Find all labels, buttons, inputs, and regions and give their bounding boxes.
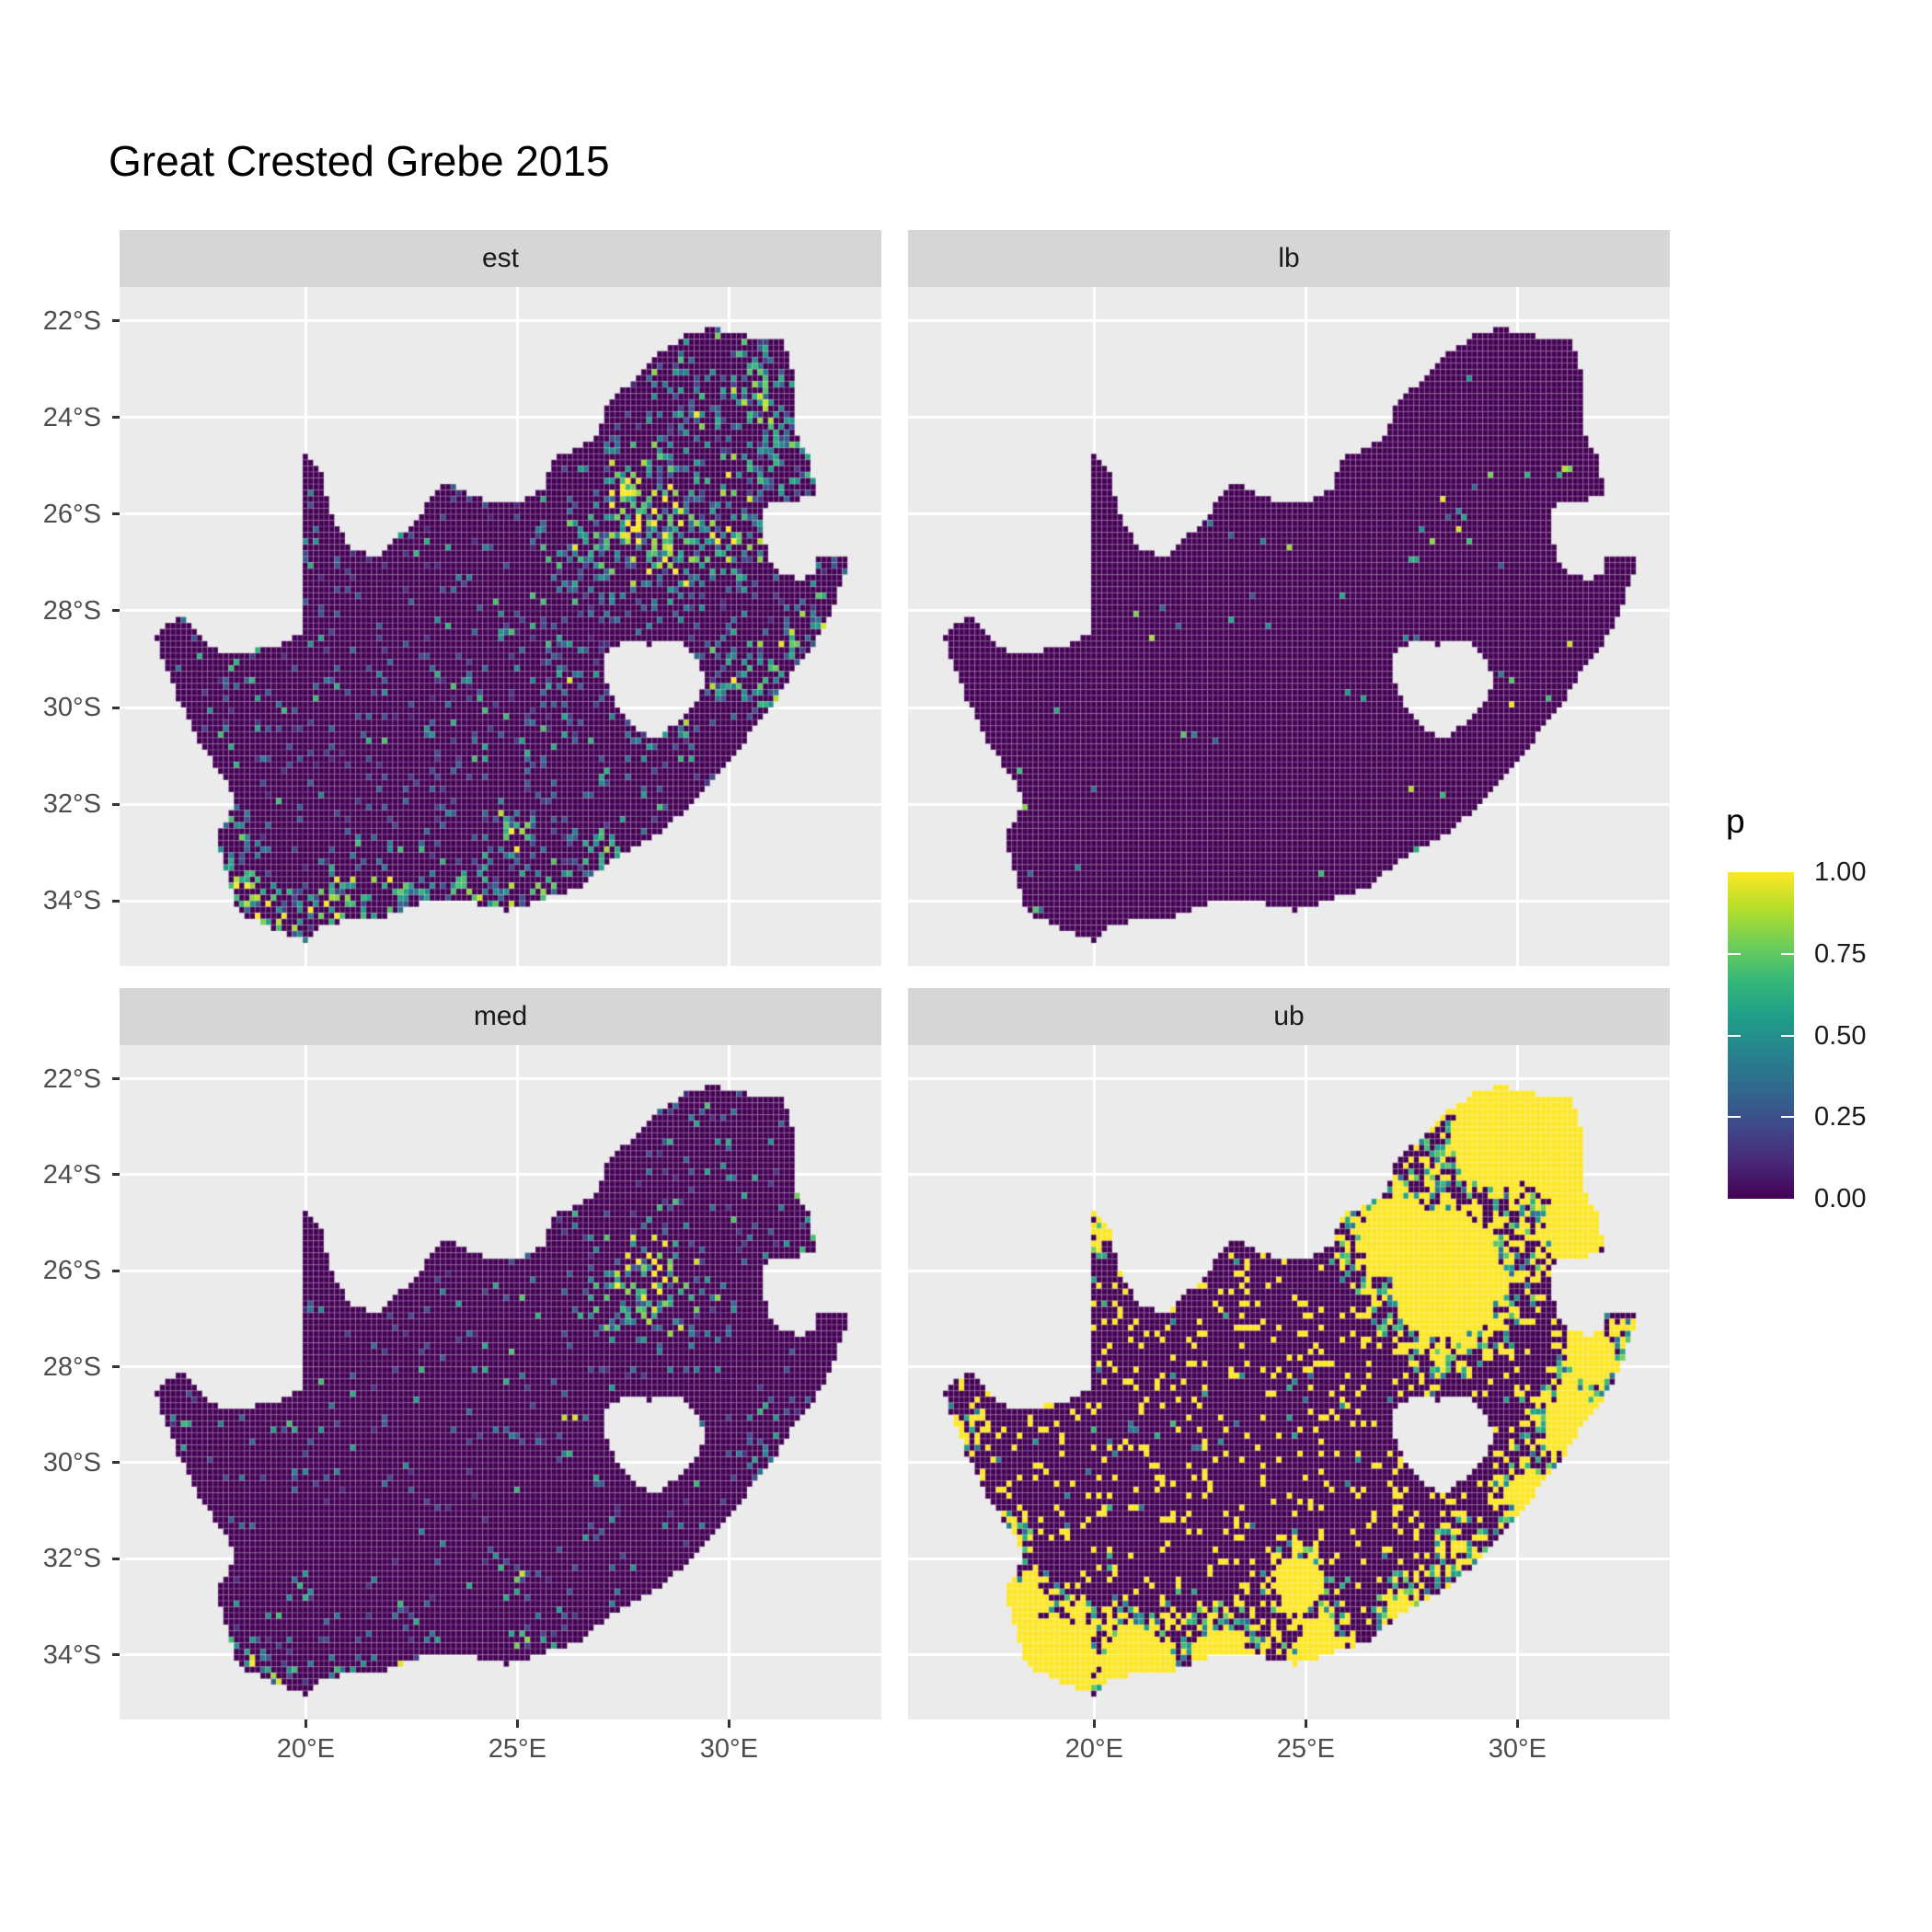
x-tick-mark-20°E [1092,1719,1096,1728]
y-tick-label-34°S: 34°S [42,886,101,916]
y-tick-mark-24°S [112,416,120,420]
legend-label-0.50: 0.50 [1814,1020,1867,1051]
legend-tick-0.25 [1728,1116,1741,1119]
x-tick-label-30°E: 30°E [699,1734,758,1764]
facet-label-ub: ub [1273,1001,1305,1031]
panel-med [120,1045,881,1719]
y-tick-mark-32°S [112,1557,120,1560]
y-tick-label-28°S: 28°S [42,595,101,626]
y-tick-label-24°S: 24°S [42,402,101,432]
legend-tick-0.25 [1781,1116,1794,1119]
y-tick-mark-26°S [112,1269,120,1272]
x-tick-label-25°E: 25°E [1276,1734,1335,1764]
panel-lb [908,287,1670,966]
plot-title: Great Crested Grebe 2015 [109,137,610,185]
y-tick-label-30°S: 30°S [42,693,101,722]
x-tick-mark-30°E [1515,1719,1519,1728]
y-tick-label-26°S: 26°S [42,1256,101,1286]
y-tick-label-34°S: 34°S [42,1639,101,1670]
x-tick-label-30°E: 30°E [1488,1734,1547,1764]
y-tick-label-22°S: 22°S [42,305,101,336]
map-canvas-lb [908,287,1670,966]
y-tick-mark-24°S [112,1173,120,1177]
x-tick-label-20°E: 20°E [276,1734,335,1764]
legend-label-0.25: 0.25 [1814,1102,1867,1133]
y-tick-label-24°S: 24°S [42,1159,101,1190]
y-tick-mark-30°S [112,706,120,709]
y-tick-label-22°S: 22°S [42,1064,101,1094]
y-tick-label-32°S: 32°S [42,1544,101,1574]
facet-label-est: est [481,243,520,273]
facet-strip-med: med [120,988,881,1045]
x-tick-mark-25°E [515,1719,519,1728]
map-canvas-est [120,287,881,966]
y-tick-label-30°S: 30°S [42,1447,101,1478]
panel-ub [908,1045,1670,1719]
y-tick-mark-28°S [112,1365,120,1368]
y-tick-mark-28°S [112,609,120,613]
y-tick-mark-22°S [112,319,120,323]
legend-label-0.00: 0.00 [1814,1184,1867,1213]
y-tick-mark-22°S [112,1077,120,1080]
legend-tick-0.50 [1728,1034,1741,1037]
y-tick-mark-30°S [112,1461,120,1465]
x-tick-mark-25°E [1304,1719,1307,1728]
legend-label-0.75: 0.75 [1814,938,1867,969]
x-tick-label-25°E: 25°E [488,1734,546,1764]
facet-strip-lb: lb [908,230,1670,287]
x-tick-mark-30°E [727,1719,730,1728]
legend-tick-0.75 [1781,952,1794,955]
map-canvas-med [120,1045,881,1719]
map-canvas-ub [908,1045,1670,1719]
facet-strip-est: est [120,230,881,287]
y-tick-label-32°S: 32°S [42,789,101,819]
y-tick-label-26°S: 26°S [42,499,101,529]
panel-est [120,287,881,966]
y-tick-mark-34°S [112,1653,120,1657]
legend-tick-0.75 [1728,952,1741,955]
x-tick-mark-20°E [304,1719,307,1728]
facet-label-lb: lb [1278,243,1300,273]
legend-title: p [1726,802,1745,840]
legend-tick-0.50 [1781,1034,1794,1037]
facet-label-med: med [473,1001,528,1031]
legend-label-1.00: 1.00 [1814,857,1867,887]
y-tick-mark-26°S [112,512,120,516]
y-tick-mark-34°S [112,899,120,903]
facet-strip-ub: ub [908,988,1670,1045]
y-tick-label-28°S: 28°S [42,1351,101,1382]
y-tick-mark-32°S [112,802,120,806]
x-tick-label-20°E: 20°E [1064,1734,1123,1764]
